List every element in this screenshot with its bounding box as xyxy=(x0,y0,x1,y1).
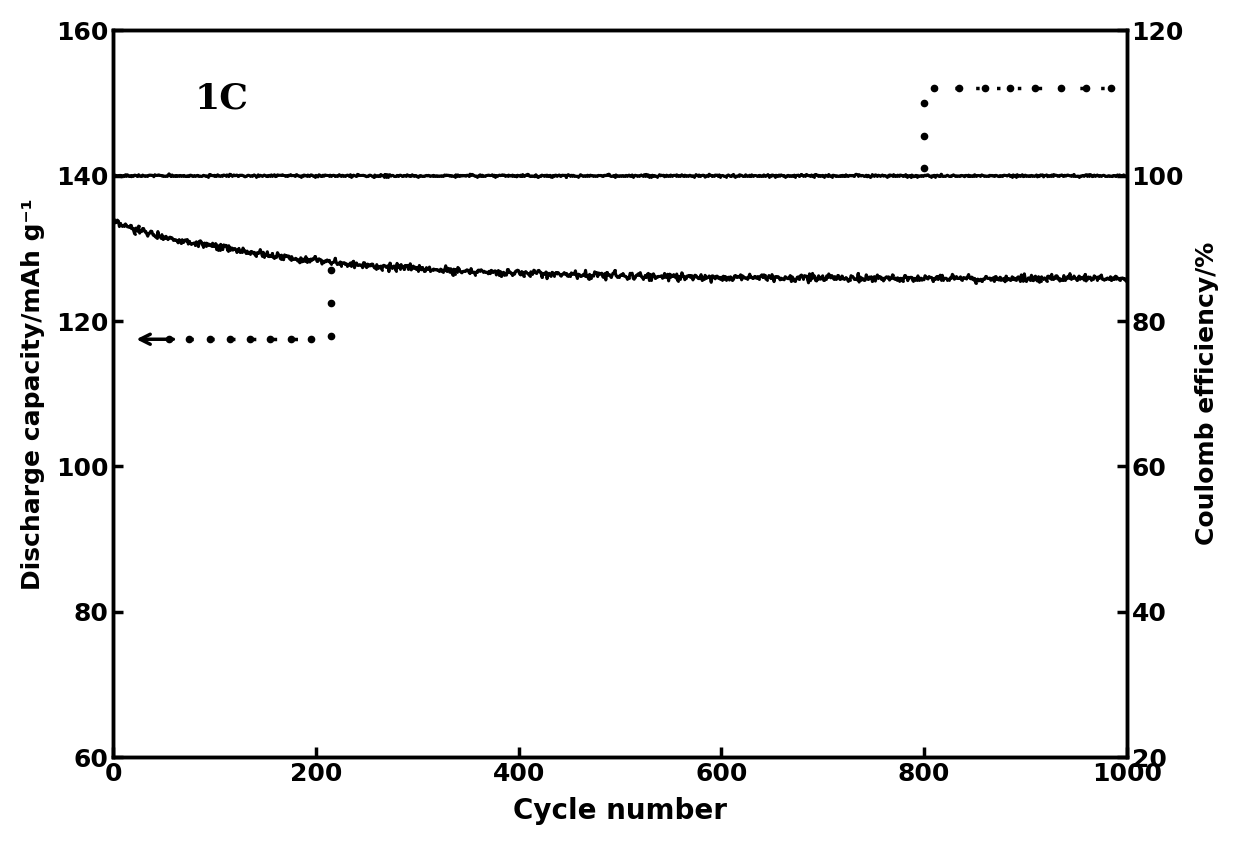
Y-axis label: Discharge capacity/mAh g⁻¹: Discharge capacity/mAh g⁻¹ xyxy=(21,198,45,590)
Text: 1C: 1C xyxy=(195,81,248,115)
X-axis label: Cycle number: Cycle number xyxy=(513,797,727,825)
Y-axis label: Coulomb efficiency/%: Coulomb efficiency/% xyxy=(1195,242,1219,546)
